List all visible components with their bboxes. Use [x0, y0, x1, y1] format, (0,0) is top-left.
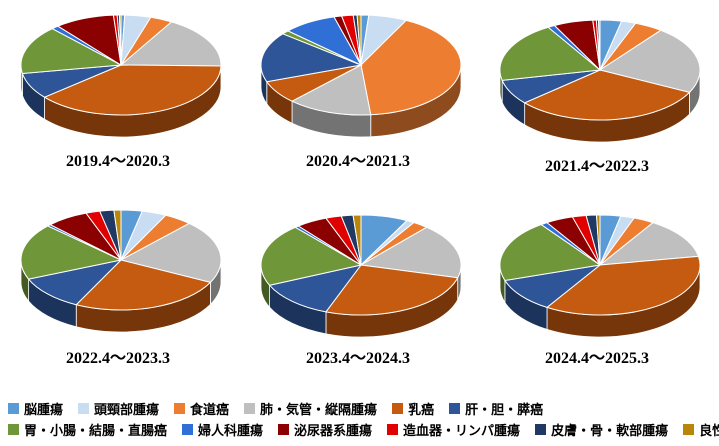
- legend-label: 肝・胆・膵癌: [465, 403, 544, 418]
- pie-3-slice-11: [598, 19, 601, 71]
- pie-3-slice-4: [523, 69, 691, 121]
- pie-5-slice-6: [260, 226, 363, 286]
- legend-label: 胃・小腸・結腸・直腸癌: [24, 424, 168, 439]
- pie-6-slice-11: [595, 214, 601, 266]
- legend-label: 肺・気管・縦隔腫瘍: [260, 403, 378, 418]
- legend-item: 婦人科腫瘍: [182, 420, 263, 439]
- pie-1-slice-4: [43, 64, 222, 116]
- legend-swatch: [78, 403, 90, 414]
- pie-2-slice-11: [356, 14, 362, 66]
- pie-chart-3: 2021.4～2022.3: [499, 19, 701, 175]
- legend-swatch: [8, 403, 19, 414]
- legend-label: 皮膚・骨・軟部腫瘍: [551, 424, 669, 439]
- pie-chart-1: 2019.4～2020.3: [20, 14, 222, 170]
- pie-1-slice-11: [118, 14, 122, 66]
- legend-label: 造血器・リンパ腫瘍: [403, 424, 521, 439]
- pie-chart-2: 2020.4～2021.3: [260, 14, 462, 170]
- pie-1-slice-6: [20, 28, 123, 75]
- legend-item: 食道癌: [174, 399, 229, 418]
- pie-chart-4: 2022.4～2023.3: [20, 209, 222, 367]
- pie-1-slice-3: [119, 21, 222, 67]
- pie-4-slice-11: [113, 209, 122, 261]
- legend-label: 脳腫瘍: [24, 403, 64, 418]
- pie-6-slice-3: [598, 222, 700, 266]
- pie-4-slice-4: [75, 259, 212, 311]
- pie-3-slice-6: [499, 26, 602, 81]
- pie-5-slice-4: [325, 264, 459, 316]
- legend-swatch: [392, 403, 404, 414]
- legend-item: 泌尿器系腫瘍: [278, 420, 372, 439]
- legend-swatch: [535, 424, 547, 435]
- legend-swatch: [8, 424, 19, 435]
- legend-item: 皮膚・骨・軟部腫瘍: [535, 420, 668, 439]
- pie-4-slice-3: [119, 222, 222, 283]
- pie-2-slice-5: [260, 33, 363, 83]
- pie-title: 2021.4～2022.3: [545, 158, 649, 175]
- legend-row: 脳腫瘍 頭頸部腫瘍 食道癌 肺・気管・縦隔腫瘍 乳癌 肝・胆・膵癌: [8, 398, 713, 419]
- pie-title: 2023.4～2024.3: [306, 350, 410, 367]
- pie-2-slice-3: [290, 64, 372, 116]
- legend-item: 脳腫瘍: [8, 399, 63, 418]
- pie-3-slice-3: [598, 29, 701, 93]
- pie-chart-6: 2024.4～2025.3: [499, 214, 701, 367]
- pie-title: 2020.4～2021.3: [306, 153, 410, 170]
- legend-item: 肝・胆・膵癌: [449, 399, 543, 418]
- pie-4-slice-5: [27, 259, 123, 306]
- pie-sides: [260, 64, 462, 138]
- pie-2-slice-2: [360, 19, 462, 116]
- pie-5-slice-5: [268, 264, 363, 313]
- legend-swatch: [683, 424, 695, 435]
- legend-label: 泌尿器系腫瘍: [294, 424, 373, 439]
- legend-swatch: [449, 403, 461, 414]
- pie-6-slice-5: [504, 264, 602, 308]
- legend-label: 乳癌: [408, 403, 435, 418]
- legend-swatch: [387, 424, 399, 435]
- pie-4-slice-6: [20, 225, 123, 280]
- pie-6-slice-4: [545, 255, 701, 316]
- pie-chart-5: 2023.4～2024.3: [260, 214, 462, 367]
- pie-5-slice-11: [352, 214, 362, 266]
- pie-title: 2024.4～2025.3: [545, 350, 649, 367]
- legend-swatch: [278, 424, 290, 435]
- legend-label: 良性疾患: [699, 424, 719, 439]
- legend-label: 頭頸部腫瘍: [94, 403, 160, 418]
- legend: 脳腫瘍 頭頸部腫瘍 食道癌 肺・気管・縦隔腫瘍 乳癌 肝・胆・膵癌胃・小腸・結腸・直腸癌 婦…: [8, 398, 719, 440]
- legend-item: 造血器・リンパ腫瘍: [387, 420, 520, 439]
- legend-row: 胃・小腸・結腸・直腸癌 婦人科腫瘍 泌尿器系腫瘍 造血器・リンパ腫瘍 皮膚・骨・軟部腫瘍…: [8, 419, 719, 440]
- pie-title: 2019.4～2020.3: [66, 153, 170, 170]
- legend-item: 胃・小腸・結腸・直腸癌: [8, 420, 167, 439]
- legend-swatch: [182, 424, 194, 435]
- pie-6-slice-6: [499, 223, 602, 281]
- pie-title: 2022.4～2023.3: [66, 350, 170, 367]
- legend-swatch: [174, 403, 186, 414]
- legend-item: 肺・気管・縦隔腫瘍: [244, 399, 377, 418]
- legend-item: 良性疾患: [683, 420, 719, 439]
- legend-label: 食道癌: [190, 403, 230, 418]
- pie-5-slice-3: [359, 226, 462, 279]
- legend-item: 頭頸部腫瘍: [78, 399, 159, 418]
- legend-item: 乳癌: [392, 399, 434, 418]
- legend-label: 婦人科腫瘍: [198, 424, 264, 439]
- legend-swatch: [244, 403, 256, 414]
